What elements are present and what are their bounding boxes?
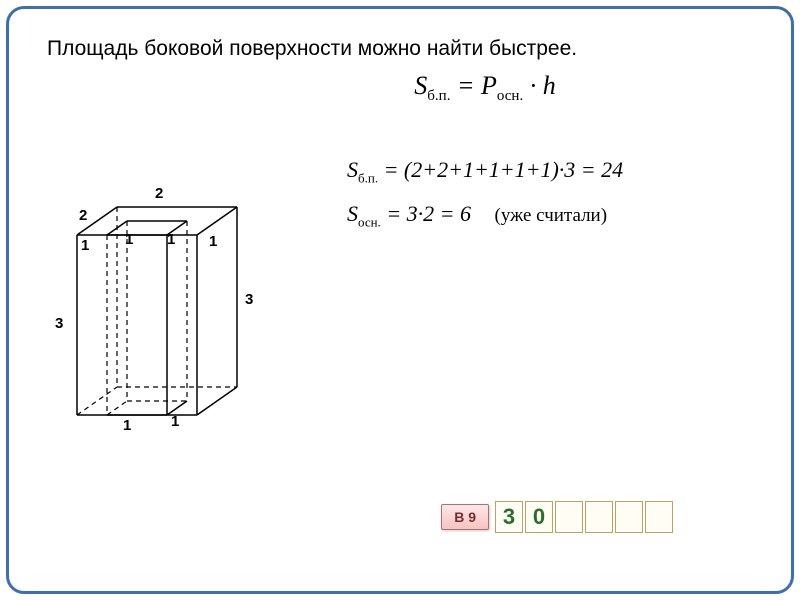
eq-sign: =: [457, 71, 475, 100]
eq2-S: S: [347, 201, 358, 226]
eq2-note: (уже считали): [495, 205, 608, 227]
sub-S: б.п.: [427, 88, 450, 104]
sym-S: S: [414, 71, 427, 100]
lbl-bottom-mid1: 1: [123, 417, 131, 434]
slide-frame: Площадь боковой поверхности можно найти …: [6, 6, 794, 594]
eq-line-1: Sб.п. = (2+2+1+1+1+1)·3 = 24: [347, 157, 763, 186]
lbl-top-back-right: 2: [155, 185, 163, 202]
task-id-button[interactable]: В 9: [441, 504, 489, 530]
dot: ·: [530, 71, 537, 100]
lbl-top-right: 1: [209, 233, 217, 250]
answer-cell[interactable]: [645, 501, 673, 533]
lbl-left-height: 3: [55, 315, 63, 332]
answer-cell[interactable]: [615, 501, 643, 533]
eq1-body: = (2+2+1+1+1+1)·3 = 24: [378, 157, 623, 182]
lbl-top-front-mid2: 1: [167, 231, 175, 248]
prism-diagram: 2 2 1 1 1 1 3 3 1 1: [37, 115, 337, 435]
eq2-body: = 3·2 = 6: [381, 201, 471, 226]
equations-column: Sб.п. = (2+2+1+1+1+1)·3 = 24 Sосн. = 3·2…: [337, 115, 763, 244]
answer-bar: В 9 3 0: [441, 501, 673, 533]
lbl-top-back-left: 2: [79, 207, 87, 224]
answer-cells: 3 0: [495, 501, 673, 533]
lbl-top-front-mid1: 1: [125, 231, 133, 248]
lbl-right-height: 3: [245, 291, 253, 308]
sub-P: осн.: [497, 88, 523, 104]
lbl-bottom-mid2: 1: [171, 413, 179, 430]
sym-P: P: [481, 71, 497, 100]
eq-line-2: Sосн. = 3·2 = 6 (уже считали): [347, 201, 763, 230]
main-formula: Sб.п. = Pосн. · h: [207, 71, 763, 105]
content-area: Площадь боковой поверхности можно найти …: [37, 29, 763, 571]
answer-cell[interactable]: 3: [495, 501, 523, 533]
answer-cell[interactable]: [555, 501, 583, 533]
answer-cell[interactable]: [585, 501, 613, 533]
eq1-Ssub: б.п.: [358, 171, 378, 186]
title-text: Площадь боковой поверхности можно найти …: [47, 37, 763, 61]
eq1-S: S: [347, 157, 358, 182]
sym-h: h: [543, 71, 556, 100]
lbl-top-front-left: 1: [81, 237, 89, 254]
eq2-Ssub: осн.: [358, 214, 381, 229]
answer-cell[interactable]: 0: [525, 501, 553, 533]
